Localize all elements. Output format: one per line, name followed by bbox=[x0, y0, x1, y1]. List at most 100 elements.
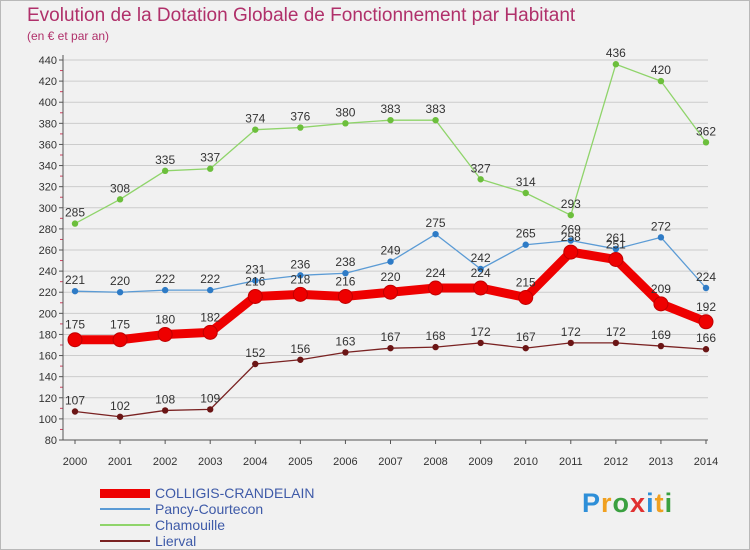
data-label-colligis-crandelain: 258 bbox=[561, 230, 581, 244]
data-label-colligis-crandelain: 216 bbox=[335, 274, 355, 288]
logo-letter: t bbox=[654, 488, 665, 518]
data-label-chamouille: 335 bbox=[155, 153, 175, 167]
data-label-pancy-courtecon: 275 bbox=[426, 216, 446, 230]
logo-letter: o bbox=[612, 488, 631, 518]
data-label-pancy-courtecon: 272 bbox=[651, 219, 671, 233]
data-label-pancy-courtecon: 261 bbox=[606, 231, 626, 245]
data-point-pancy-courtecon bbox=[342, 270, 349, 277]
y-tick-label: 120 bbox=[39, 393, 57, 405]
legend-label: Lierval bbox=[155, 533, 197, 549]
data-label-chamouille: 380 bbox=[335, 105, 355, 119]
data-label-colligis-crandelain: 180 bbox=[155, 312, 175, 326]
data-point-colligis-crandelain bbox=[563, 244, 579, 260]
data-point-lierval bbox=[567, 339, 574, 347]
data-point-chamouille bbox=[161, 167, 169, 175]
data-label-lierval: 163 bbox=[335, 334, 355, 348]
data-label-lierval: 107 bbox=[65, 394, 85, 408]
data-label-chamouille: 376 bbox=[290, 110, 310, 124]
data-point-pancy-courtecon bbox=[387, 258, 394, 265]
data-point-pancy-courtecon bbox=[522, 241, 529, 248]
data-point-lierval bbox=[207, 406, 214, 413]
data-label-lierval: 168 bbox=[426, 329, 446, 343]
data-label-pancy-courtecon: 231 bbox=[245, 263, 265, 277]
legend: COLLIGIS-CRANDELAIN Pancy-Courtecon Chamou… bbox=[100, 485, 400, 549]
logo-letter: i bbox=[664, 488, 674, 518]
data-point-chamouille bbox=[567, 211, 574, 219]
data-point-colligis-crandelain bbox=[67, 332, 83, 348]
data-label-colligis-crandelain: 218 bbox=[290, 272, 310, 286]
legend-swatch bbox=[100, 489, 150, 498]
data-point-lierval bbox=[252, 360, 259, 368]
y-tick-label: 260 bbox=[39, 245, 57, 257]
legend-label: Chamouille bbox=[155, 517, 226, 533]
data-point-lierval bbox=[522, 344, 529, 352]
data-label-pancy-courtecon: 269 bbox=[561, 223, 581, 237]
data-point-chamouille bbox=[387, 116, 394, 124]
data-point-lierval bbox=[477, 339, 484, 347]
logo-letter: x bbox=[630, 488, 647, 518]
data-label-chamouille: 285 bbox=[65, 206, 85, 220]
legend-swatch bbox=[100, 524, 150, 526]
legend-label: Pancy-Courtecon bbox=[155, 501, 264, 517]
y-tick-label: 180 bbox=[39, 329, 57, 341]
data-label-colligis-crandelain: 216 bbox=[245, 274, 265, 288]
legend-item: COLLIGIS-CRANDELAIN bbox=[100, 485, 400, 501]
data-point-pancy-courtecon bbox=[297, 272, 304, 279]
y-tick-label: 80 bbox=[45, 435, 57, 447]
data-label-colligis-crandelain: 251 bbox=[606, 238, 626, 252]
data-point-lierval bbox=[612, 339, 620, 347]
data-label-colligis-crandelain: 215 bbox=[516, 276, 536, 290]
data-label-lierval: 108 bbox=[155, 392, 175, 406]
data-label-pancy-courtecon: 220 bbox=[110, 274, 130, 288]
legend-item: Chamouille bbox=[100, 517, 400, 533]
x-tick-label: 2000 bbox=[63, 456, 87, 468]
data-point-lierval bbox=[702, 346, 710, 353]
x-tick-label: 2014 bbox=[694, 456, 718, 468]
data-label-lierval: 102 bbox=[110, 399, 130, 413]
y-tick-label: 420 bbox=[39, 76, 57, 88]
x-tick-label: 2008 bbox=[423, 456, 447, 468]
data-label-pancy-courtecon: 224 bbox=[696, 270, 716, 284]
x-tick-label: 2002 bbox=[153, 456, 177, 468]
data-label-lierval: 109 bbox=[200, 391, 220, 405]
y-tick-label: 100 bbox=[39, 414, 57, 426]
data-label-lierval: 167 bbox=[380, 330, 400, 344]
data-point-pancy-courtecon bbox=[567, 237, 574, 244]
data-point-colligis-crandelain bbox=[383, 284, 398, 300]
logo-letter: i bbox=[646, 488, 655, 518]
data-point-lierval bbox=[342, 349, 349, 356]
y-tick-label: 440 bbox=[39, 55, 57, 67]
data-label-pancy-courtecon: 242 bbox=[471, 251, 491, 265]
y-tick-label: 400 bbox=[39, 97, 57, 109]
data-point-colligis-crandelain bbox=[698, 314, 714, 330]
chart-title: Evolution de la Dotation Globale de Fonc… bbox=[27, 5, 576, 26]
data-label-chamouille: 314 bbox=[516, 175, 536, 189]
data-label-colligis-crandelain: 175 bbox=[65, 318, 85, 332]
data-label-chamouille: 436 bbox=[606, 46, 626, 60]
data-label-lierval: 152 bbox=[245, 346, 265, 360]
x-tick-label: 2010 bbox=[513, 456, 537, 468]
data-point-pancy-courtecon bbox=[657, 234, 665, 241]
data-point-pancy-courtecon bbox=[207, 286, 214, 294]
data-label-colligis-crandelain: 224 bbox=[426, 266, 446, 280]
y-tick-label: 320 bbox=[39, 182, 57, 194]
logo-letter: r bbox=[601, 488, 613, 518]
data-point-chamouille bbox=[657, 77, 665, 85]
data-point-colligis-crandelain bbox=[653, 296, 669, 312]
legend-item: Lierval bbox=[100, 533, 400, 549]
data-point-pancy-courtecon bbox=[702, 284, 710, 292]
data-point-pancy-courtecon bbox=[71, 287, 79, 295]
data-label-chamouille: 383 bbox=[426, 102, 446, 116]
data-label-pancy-courtecon: 222 bbox=[200, 272, 220, 286]
data-point-colligis-crandelain bbox=[428, 280, 444, 296]
data-point-lierval bbox=[297, 356, 304, 363]
data-label-pancy-courtecon: 249 bbox=[380, 244, 400, 258]
data-label-chamouille: 308 bbox=[110, 181, 130, 195]
data-point-lierval bbox=[432, 343, 439, 351]
x-tick-label: 2004 bbox=[243, 456, 267, 468]
data-point-pancy-courtecon bbox=[612, 245, 620, 253]
y-tick-label: 300 bbox=[39, 203, 57, 215]
data-point-colligis-crandelain bbox=[608, 252, 624, 267]
data-point-chamouille bbox=[252, 126, 259, 133]
